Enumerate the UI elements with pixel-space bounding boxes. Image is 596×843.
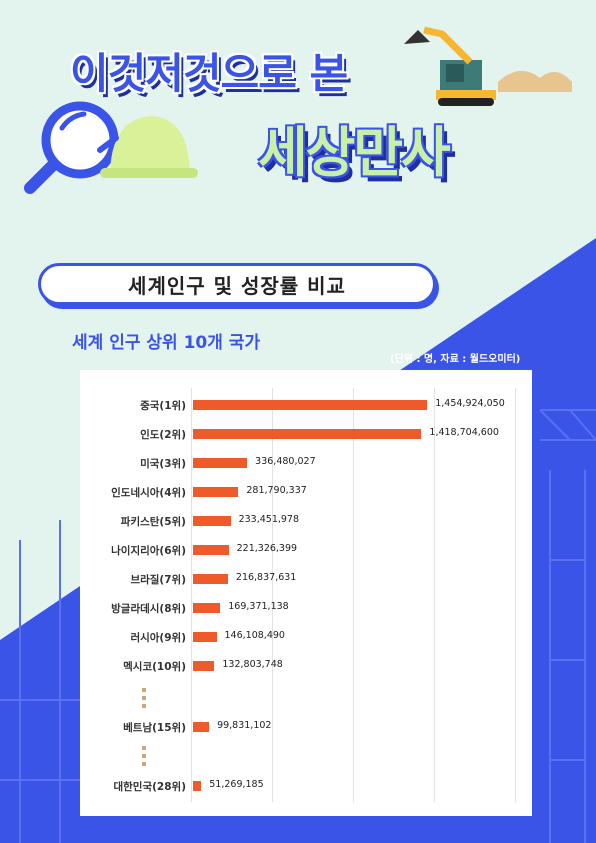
- value-label: 146,108,490: [224, 630, 285, 641]
- bar: [193, 661, 215, 671]
- value-label: 1,454,924,050: [435, 398, 505, 409]
- value-label: 132,803,748: [222, 659, 283, 670]
- category-label: 대한민국(28위): [113, 781, 186, 793]
- category-label: 중국(1위): [140, 400, 186, 412]
- category-label: 미국(3위): [140, 458, 186, 470]
- category-label: 멕시코(10위): [123, 661, 186, 673]
- bar: [193, 458, 248, 468]
- value-label: 233,451,978: [238, 514, 300, 525]
- ellipsis-dots: [142, 746, 146, 770]
- gridline: [515, 388, 516, 802]
- value-label: 221,326,399: [236, 543, 298, 554]
- value-label: 51,269,185: [209, 779, 264, 790]
- value-label: 216,837,631: [235, 572, 297, 583]
- gridline: [191, 388, 192, 802]
- category-label: 베트남(15위): [123, 722, 186, 734]
- section-title: 세계인구 및 성장률 비교: [128, 273, 346, 298]
- bar: [193, 574, 228, 584]
- page-title-line1: 이것저것으로 본: [70, 49, 348, 98]
- bar: [193, 400, 428, 410]
- category-label: 인도네시아(4위): [111, 487, 186, 499]
- category-label: 인도(2위): [140, 429, 186, 441]
- category-label: 브라질(7위): [130, 574, 186, 586]
- unit-note: (단위 : 명, 자료 : 월드오미터): [390, 354, 521, 365]
- gridline: [272, 388, 273, 802]
- category-label: 나이지리아(6위): [111, 545, 186, 557]
- bar: [193, 545, 229, 555]
- bar: [193, 429, 422, 439]
- value-label: 1,418,704,600: [429, 427, 499, 438]
- bar: [193, 603, 221, 613]
- ellipsis-dots: [142, 688, 146, 712]
- value-label: 336,480,027: [255, 456, 316, 467]
- gridline: [353, 388, 354, 802]
- bar: [193, 722, 210, 732]
- category-label: 러시아(9위): [130, 632, 186, 644]
- bar: [193, 632, 217, 642]
- value-label: 169,371,138: [228, 601, 289, 612]
- excavator-icon: [404, 26, 572, 106]
- bar: [193, 781, 202, 791]
- chart-title: 세계 인구 상위 10개 국가: [72, 333, 261, 353]
- bar: [193, 487, 239, 497]
- chart-panel: 중국(1위) 1,454,924,050 인도(2위) 1,418,704,600 미국…: [80, 370, 532, 816]
- gridline: [434, 388, 435, 802]
- value-label: 281,790,337: [246, 485, 307, 496]
- crane-scaffold-pattern: [0, 409, 596, 843]
- hard-hat-icon: [97, 116, 198, 178]
- category-label: 방글라데시(8위): [111, 603, 186, 615]
- category-label: 파키스탄(5위): [120, 516, 186, 528]
- bar: [193, 516, 231, 526]
- value-label: 99,831,102: [217, 720, 272, 731]
- page-title-line2: 세상만사: [258, 121, 451, 184]
- section-title-pill: 세계인구 및 성장률 비교: [38, 263, 436, 305]
